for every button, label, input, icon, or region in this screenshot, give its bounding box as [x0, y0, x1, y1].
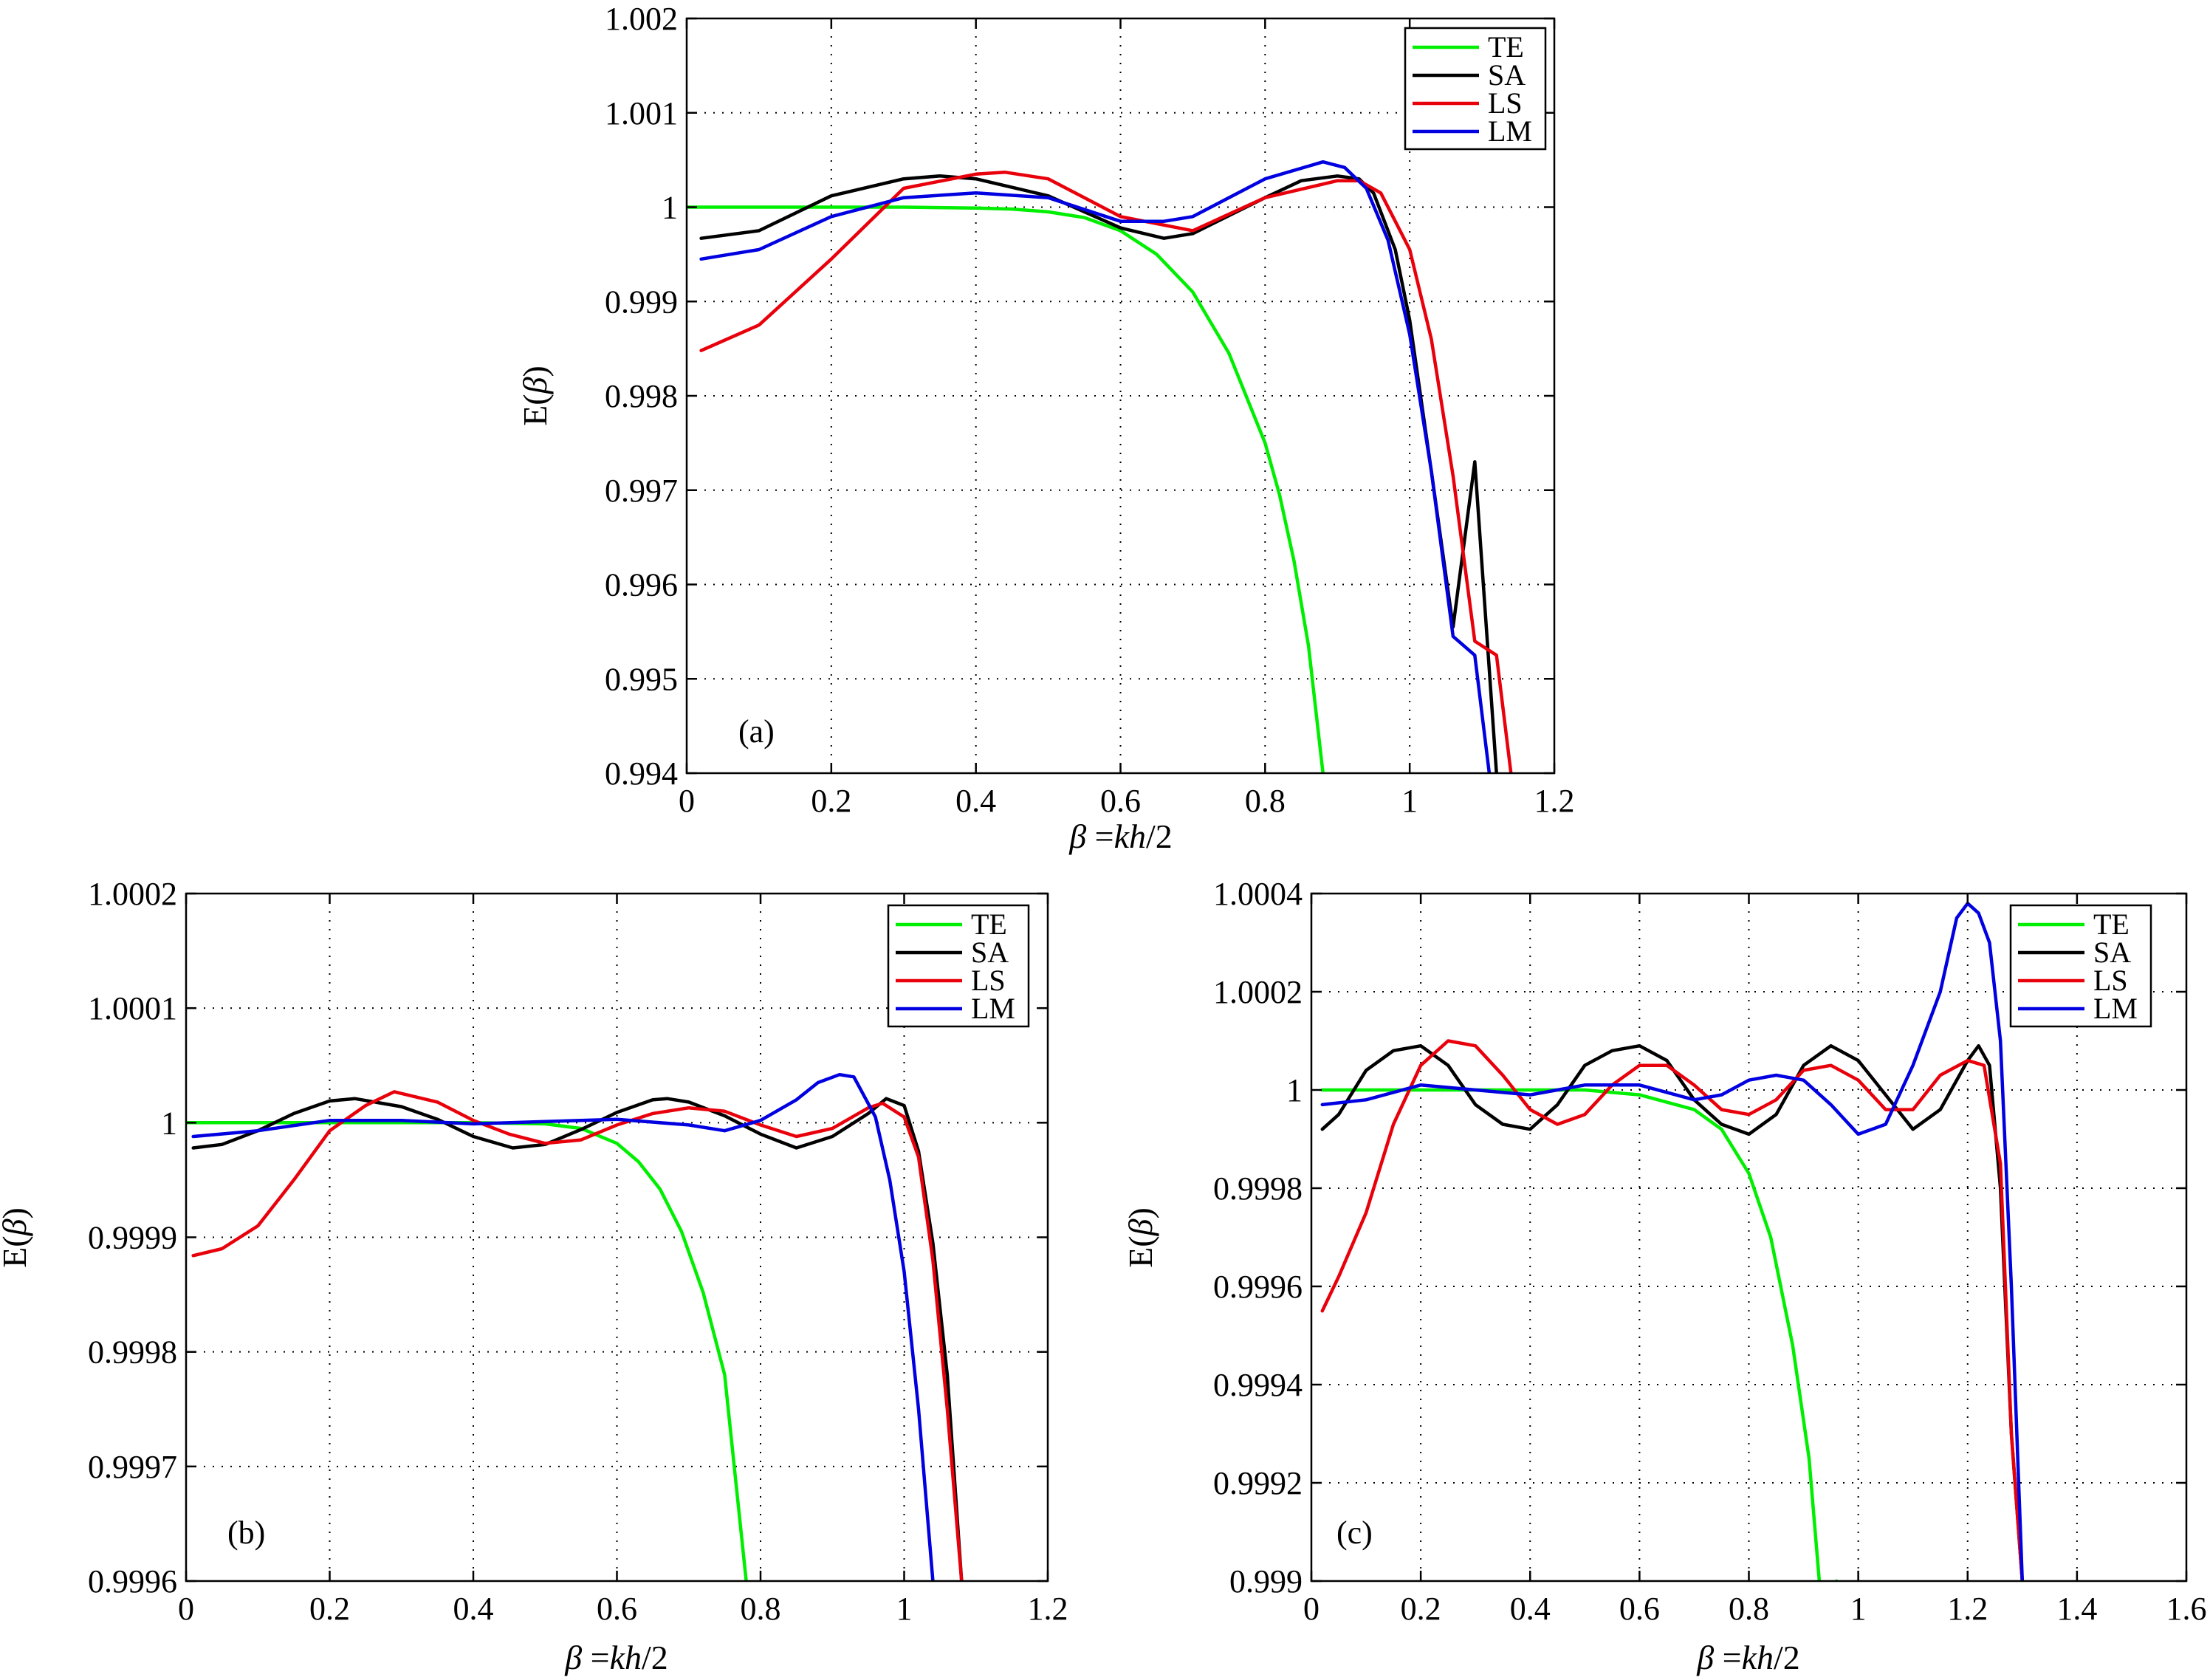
y-tick-label: 0.9996 [88, 1563, 177, 1600]
x-tick-label: 0.6 [1100, 783, 1141, 819]
legend-label-sa: SA [2093, 936, 2131, 969]
legend-label-te: TE [2093, 908, 2130, 941]
legend-label-sa: SA [971, 936, 1009, 969]
legend-label-ls: LS [2093, 964, 2128, 997]
y-tick-label: 1.0004 [1213, 876, 1303, 912]
x-tick-label: 0.4 [1510, 1591, 1551, 1627]
chart-panel-c: 0 0.2 0.4 0.6 0.8 1 1.2 1.4 1.6 0.9990.99920.999… [1122, 876, 2207, 1676]
series-line-ls [191, 1090, 964, 1581]
x-tick-label: 0.4 [955, 783, 996, 819]
y-tick-label: 0.9998 [1213, 1170, 1303, 1207]
series-line-te [687, 205, 1325, 773]
x-tick-label: 1.2 [1028, 1591, 1068, 1627]
y-tick-label: 0.994 [605, 755, 678, 792]
series-line-te [186, 1121, 748, 1581]
series-line-lm [699, 160, 1492, 773]
series-line-te [1320, 1088, 1839, 1581]
x-tick-labels-a: 0 0.2 0.4 0.6 0.8 1 1.2 [679, 783, 1575, 819]
x-tick-label: 1 [1401, 783, 1418, 819]
y-tick-labels-b: 0.9996 0.9997 0.9998 0.9999 1 1.0001 1.0002 [88, 876, 177, 1600]
legend-label-ls: LS [1488, 86, 1523, 120]
x-tick-label: 1.2 [1947, 1591, 1988, 1627]
legend-label-lm: LM [971, 992, 1015, 1025]
panel-label-b: (b) [227, 1515, 265, 1551]
ticks-c [1310, 892, 2188, 1583]
y-tick-labels-c: 0.999 0.9992 0.9994 0.9996 0.9998 1 1.0002 1.00… [1213, 876, 1303, 1600]
panel-label-a: (a) [738, 713, 775, 750]
y-tick-label: 0.9997 [88, 1449, 177, 1485]
x-tick-label: 0 [679, 783, 695, 819]
y-tick-label: 0.9998 [88, 1334, 177, 1371]
chart-panel-b: 0 0.2 0.4 0.6 0.8 1 1.2 0.99960.99970.99980.99… [0, 876, 1068, 1676]
y-tick-label: 1.001 [605, 95, 678, 131]
x-tick-label: 0 [178, 1591, 194, 1627]
x-tick-label: 1.2 [1534, 783, 1575, 819]
y-tick-label: 0.999 [605, 284, 678, 320]
y-tick-label: 1 [161, 1105, 177, 1141]
series-line-lm [1320, 902, 2025, 1581]
y-tick-label: 0.999 [1229, 1563, 1303, 1600]
x-tick-label: 0.2 [811, 783, 851, 819]
y-tick-label: 1.0002 [1213, 974, 1303, 1010]
legend-label-lm: LM [1488, 114, 1532, 148]
x-tick-label: 1.4 [2056, 1591, 2097, 1627]
x-tick-label: 1 [1850, 1591, 1867, 1627]
y-tick-label: 0.9999 [88, 1220, 177, 1256]
series-line-lm [191, 1072, 935, 1581]
y-tick-label: 0.9992 [1213, 1465, 1303, 1501]
ticks-a [685, 17, 1556, 775]
y-axis-label-a: E(β) [516, 366, 554, 426]
y-tick-labels-a: 0.994 0.995 0.996 0.997 0.998 0.999 1 1.001 1.00… [605, 1, 678, 792]
x-axis-label-b: β =kh/2 [564, 1639, 668, 1676]
y-tick-label: 1 [1286, 1072, 1303, 1108]
x-tick-label: 0.8 [1729, 1591, 1769, 1627]
series-line-sa [1320, 1043, 2025, 1581]
x-tick-label: 0.2 [309, 1591, 350, 1627]
y-axis-label-b: E(β) [0, 1207, 33, 1268]
x-axis-label-a: β =kh/2 [1068, 817, 1173, 855]
y-tick-label: 1.0001 [88, 990, 177, 1026]
series-group-c [1320, 902, 2025, 1581]
legend-label-lm: LM [2093, 992, 2138, 1025]
series-line-sa [699, 174, 1498, 773]
x-tick-label: 1 [896, 1591, 913, 1627]
x-tick-label: 1.6 [2166, 1591, 2207, 1627]
legend-label-sa: SA [1488, 58, 1526, 92]
x-axis-label-c: β =kh/2 [1696, 1639, 1800, 1676]
x-tick-label: 0.8 [741, 1591, 781, 1627]
series-group-a [687, 160, 1513, 773]
x-tick-label: 0.8 [1245, 783, 1286, 819]
series-line-ls [699, 170, 1513, 773]
x-tick-label: 0.4 [453, 1591, 494, 1627]
x-tick-label: 0.2 [1401, 1591, 1441, 1627]
chart-panel-a: 0 0.2 0.4 0.6 0.8 1 1.2 0.9940.9950.9960.9970.… [516, 1, 1575, 855]
y-tick-label: 1 [662, 190, 678, 226]
panel-label-c: (c) [1336, 1515, 1373, 1551]
y-axis-label-c: E(β) [1122, 1207, 1159, 1268]
x-tick-label: 0.6 [1619, 1591, 1660, 1627]
y-tick-label: 1.0002 [88, 876, 177, 912]
y-tick-label: 0.998 [605, 378, 678, 414]
y-tick-label: 0.9994 [1213, 1367, 1303, 1403]
x-tick-labels-c: 0 0.2 0.4 0.6 0.8 1 1.2 1.4 1.6 [1303, 1591, 2207, 1627]
series-group-b [186, 1072, 964, 1581]
y-tick-label: 1.002 [605, 1, 678, 37]
y-tick-label: 0.996 [605, 567, 678, 603]
series-line-ls [1320, 1039, 2025, 1581]
y-tick-label: 0.995 [605, 661, 678, 697]
series-line-sa [191, 1097, 964, 1581]
x-tick-labels-b: 0 0.2 0.4 0.6 0.8 1 1.2 [178, 1591, 1068, 1627]
ticks-b [185, 892, 1049, 1583]
x-tick-label: 0 [1303, 1591, 1320, 1627]
legend-label-ls: LS [971, 964, 1006, 997]
legend-label-te: TE [1488, 30, 1524, 64]
legend-label-te: TE [971, 908, 1007, 941]
y-tick-label: 0.997 [605, 473, 678, 509]
y-tick-label: 0.9996 [1213, 1269, 1303, 1305]
x-tick-label: 0.6 [597, 1591, 637, 1627]
